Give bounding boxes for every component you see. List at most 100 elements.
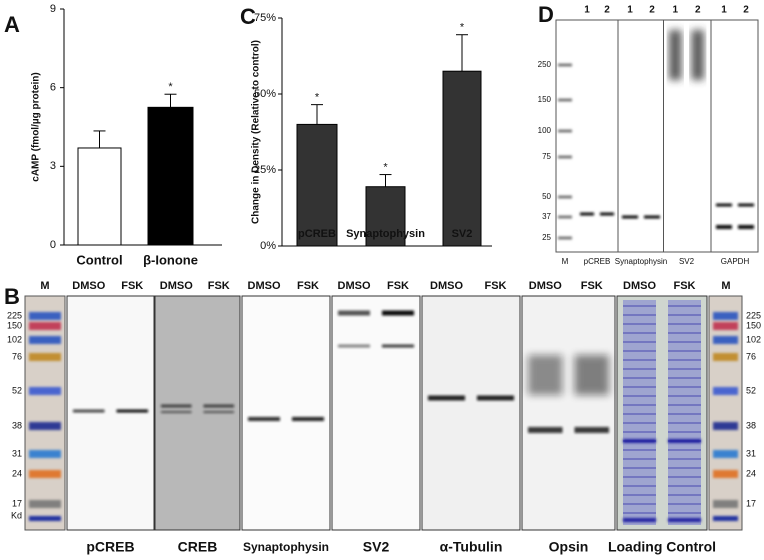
ladder-label: 75: [542, 152, 551, 161]
annotation: *: [168, 81, 173, 93]
shape: [29, 387, 61, 395]
shape: [713, 322, 738, 330]
ladder-label: 24: [746, 468, 756, 478]
shape: [29, 353, 61, 361]
condition-label: DMSO: [160, 280, 193, 292]
ladder-label: 37: [542, 212, 551, 221]
shape: [713, 387, 738, 395]
lane-label: M: [721, 280, 730, 292]
shape: [574, 427, 609, 433]
x-tick-label: Synaptophysin: [346, 228, 425, 240]
shape: [713, 336, 738, 344]
shape: [558, 215, 572, 219]
x-tick-label: Control: [76, 252, 122, 267]
strip-label: Loading Control: [608, 539, 716, 555]
shape: [521, 295, 616, 531]
shape: [623, 404, 656, 406]
shape: [623, 413, 656, 415]
shape: [623, 350, 656, 352]
shape: [558, 63, 572, 67]
shape: [713, 312, 738, 320]
shape: [668, 359, 701, 361]
condition-label: DMSO: [248, 280, 281, 292]
strip-label: Opsin: [549, 539, 589, 555]
shape: [623, 503, 656, 505]
shape: [668, 350, 701, 352]
shape: [24, 295, 66, 531]
ladder-label: 38: [12, 420, 22, 430]
ladder-label: 100: [538, 126, 552, 135]
y-tick-label: 0: [50, 239, 56, 251]
shape: [382, 310, 414, 316]
ladder-label: 150: [538, 95, 552, 104]
shape: [203, 404, 234, 408]
shape: [708, 295, 743, 531]
shape: [623, 449, 656, 451]
shape: [623, 467, 656, 469]
shape: [668, 305, 701, 307]
shape: [623, 314, 656, 316]
shape: [668, 368, 701, 370]
shape: [29, 312, 61, 320]
shape: [116, 409, 148, 413]
condition-label: FSK: [208, 280, 230, 292]
ladder-label: 225: [7, 310, 22, 320]
shape: [241, 295, 331, 531]
shape: [623, 476, 656, 478]
y-axis-label: Change in Density (Relative to control): [251, 40, 262, 224]
lane-label: M: [562, 257, 569, 266]
lane-number: 1: [721, 5, 727, 16]
shape: [421, 295, 521, 531]
annotation: *: [460, 22, 465, 34]
y-tick-label: 3: [50, 160, 56, 172]
condition-label: DMSO: [338, 280, 371, 292]
shape: [29, 516, 61, 521]
lane-number: 1: [627, 5, 633, 16]
shape: [29, 322, 61, 330]
bar: [147, 106, 194, 246]
shape: [623, 439, 656, 443]
condition-label: FSK: [485, 280, 507, 292]
shape: [623, 395, 656, 397]
y-tick-label: 0%: [260, 240, 276, 252]
shape: [713, 422, 738, 430]
shape: [623, 300, 656, 525]
shape: [623, 323, 656, 325]
shape: [382, 344, 414, 348]
shape: [644, 215, 660, 219]
shape: [73, 409, 105, 413]
shape: [713, 516, 738, 521]
ladder-label: 31: [12, 448, 22, 458]
shape: [623, 458, 656, 460]
shape: [713, 500, 738, 508]
y-tick-label: 9: [50, 3, 56, 15]
ladder-label: 250: [538, 60, 552, 69]
bar: [77, 147, 122, 246]
shape: [623, 494, 656, 496]
lane-number: 1: [584, 5, 590, 16]
shape: [668, 494, 701, 496]
ladder-label: 17: [12, 498, 22, 508]
shape: [668, 404, 701, 406]
shape: [623, 518, 656, 522]
panel-label: A: [4, 12, 20, 37]
ladder-label: 52: [12, 385, 22, 395]
shape: [29, 470, 61, 478]
condition-label: FSK: [674, 280, 696, 292]
shape: [558, 129, 572, 133]
shape: [668, 503, 701, 505]
ladder-label: 38: [746, 420, 756, 430]
shape: [600, 212, 614, 216]
shape: [668, 395, 701, 397]
shape: [29, 450, 61, 458]
x-tick-label: SV2: [452, 228, 473, 240]
shape: [558, 155, 572, 159]
lane-number: 2: [649, 5, 655, 16]
shape: [713, 470, 738, 478]
strip-label: pCREB: [86, 539, 134, 555]
strip-label: SV2: [679, 257, 695, 266]
shape: [668, 485, 701, 487]
shape: [558, 236, 572, 240]
strip-label: SV2: [363, 539, 390, 555]
condition-label: DMSO: [72, 280, 105, 292]
